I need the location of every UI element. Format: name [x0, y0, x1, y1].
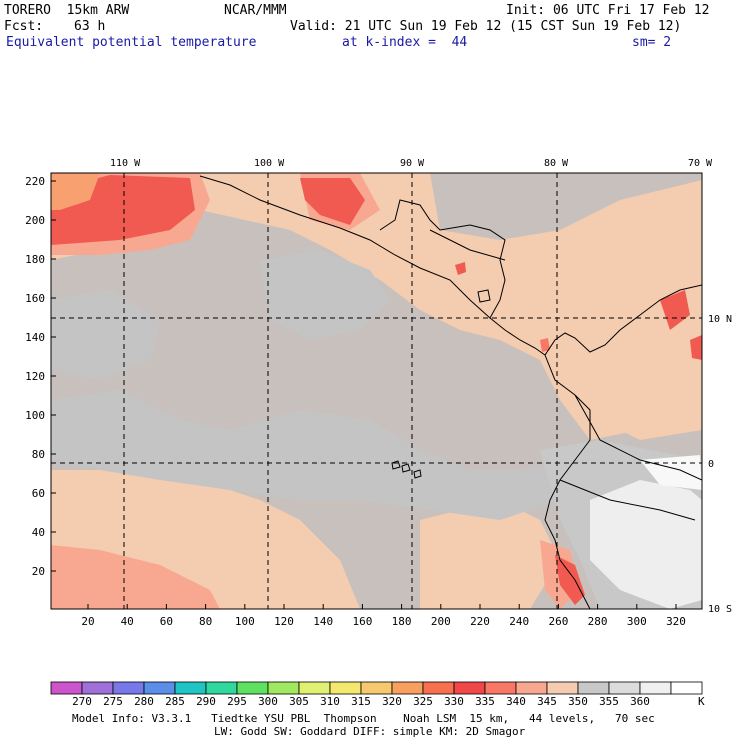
field-name: Equivalent potential temperature [6, 35, 257, 50]
colorbar-swatch [670, 681, 703, 695]
longitude-labels: 110 W 100 W 90 W 80 W 70 W [110, 158, 713, 169]
footer-physics: LW: Godd SW: Goddard DIFF: simple KM: 2D… [214, 725, 526, 738]
y-tick-label: 180 [25, 253, 45, 266]
x-tick-label: 140 [313, 615, 333, 628]
x-tick-label: 240 [509, 615, 529, 628]
lon-label-70w: 70 W [688, 158, 713, 169]
forecast-hours: 63 h [74, 19, 106, 34]
colorbar-level-label: 310 [320, 695, 340, 708]
colorbar-level-label: 360 [630, 695, 650, 708]
colorbar-swatch [236, 681, 269, 695]
colorbar-swatch [639, 681, 672, 695]
colorbar-swatch [577, 681, 610, 695]
colorbar-swatch [515, 681, 548, 695]
map-field [51, 173, 702, 609]
colorbar-labels: 270 275 280 285 290 295 300 305 310 315 320 325 330 3… [72, 695, 650, 708]
graticule [51, 173, 702, 609]
x-axis-ticks: 20 40 60 80 100 120 140 160 180 200 220 240 260 280 30… [81, 604, 686, 628]
colorbar-level-label: 335 [475, 695, 495, 708]
level-index: at k-index = 44 [342, 35, 468, 50]
colorbar-swatch [50, 681, 83, 695]
colorbar-swatch [298, 681, 331, 695]
colorbar-level-label: 315 [351, 695, 371, 708]
colorbar-swatch [360, 681, 393, 695]
x-tick-label: 120 [274, 615, 294, 628]
colorbar-swatch [267, 681, 300, 695]
smoothing: sm= 2 [632, 35, 672, 50]
colorbar-level-label: 295 [227, 695, 247, 708]
x-tick-label: 280 [588, 615, 608, 628]
x-tick-label: 20 [81, 615, 94, 628]
colorbar-swatch [112, 681, 145, 695]
colorbar-unit: K [698, 695, 705, 708]
model-title: TORERO 15km ARW [4, 3, 130, 18]
lon-label-100w: 100 W [254, 158, 285, 169]
valid-time: Valid: 21 UTC Sun 19 Feb 12 (15 CST Sun … [290, 19, 682, 34]
map-frame [50, 172, 703, 610]
x-tick-label: 300 [627, 615, 647, 628]
y-tick-label: 160 [25, 292, 45, 305]
colorbar-level-label: 280 [134, 695, 154, 708]
colorbar-level-label: 325 [413, 695, 433, 708]
y-tick-label: 140 [25, 331, 45, 344]
y-tick-label: 200 [25, 214, 45, 227]
x-tick-label: 80 [199, 615, 212, 628]
lat-label-10s: 10 S [708, 604, 732, 615]
lon-label-90w: 90 W [400, 158, 425, 169]
colorbar-level-label: 300 [258, 695, 278, 708]
lon-label-110w: 110 W [110, 158, 141, 169]
colorbar-swatch [143, 681, 176, 695]
lat-label-10n: 10 N [708, 314, 732, 325]
colorbar-level-label: 275 [103, 695, 123, 708]
footer-model-info: Model Info: V3.3.1 Tiedtke YSU PBL Thomp… [72, 712, 655, 725]
colorbar-level-label: 330 [444, 695, 464, 708]
colorbar-level-label: 345 [537, 695, 557, 708]
lon-label-80w: 80 W [544, 158, 569, 169]
colorbar-swatch [546, 681, 579, 695]
y-axis-ticks: 220 200 180 160 140 120 100 80 60 40 20 [25, 175, 56, 578]
y-tick-label: 120 [25, 370, 45, 383]
colorbar-level-label: 320 [382, 695, 402, 708]
lat-label-0: 0 [708, 459, 714, 470]
forecast-label: Fcst: [4, 19, 44, 34]
colorbar-swatch [81, 681, 114, 695]
x-tick-label: 220 [470, 615, 490, 628]
x-tick-label: 60 [160, 615, 173, 628]
latitude-labels: 10 N 0 10 S [708, 314, 732, 615]
y-tick-label: 80 [32, 448, 45, 461]
colorbar-swatch [422, 681, 455, 695]
y-tick-label: 220 [25, 175, 45, 188]
x-tick-label: 320 [666, 615, 686, 628]
colorbar [50, 681, 703, 695]
x-tick-label: 160 [352, 615, 372, 628]
colorbar-swatch [453, 681, 486, 695]
init-time: Init: 06 UTC Fri 17 Feb 12 [506, 3, 710, 18]
colorbar-level-label: 290 [196, 695, 216, 708]
colorbar-level-label: 350 [568, 695, 588, 708]
x-tick-label: 260 [548, 615, 568, 628]
x-tick-label: 200 [431, 615, 451, 628]
colorbar-level-label: 340 [506, 695, 526, 708]
x-tick-label: 40 [121, 615, 134, 628]
colorbar-level-label: 305 [289, 695, 309, 708]
colorbar-level-label: 270 [72, 695, 92, 708]
colorbar-swatch [608, 681, 641, 695]
colorbar-swatch [329, 681, 362, 695]
y-tick-label: 20 [32, 565, 45, 578]
colorbar-swatch [205, 681, 238, 695]
y-tick-label: 60 [32, 487, 45, 500]
colorbar-swatch [484, 681, 517, 695]
colorbar-swatch [391, 681, 424, 695]
y-tick-label: 100 [25, 409, 45, 422]
organization: NCAR/MMM [224, 3, 287, 18]
y-tick-label: 40 [32, 526, 45, 539]
colorbar-level-label: 355 [599, 695, 619, 708]
x-tick-label: 100 [235, 615, 255, 628]
colorbar-swatch [174, 681, 207, 695]
x-tick-label: 180 [392, 615, 412, 628]
colorbar-level-label: 285 [165, 695, 185, 708]
